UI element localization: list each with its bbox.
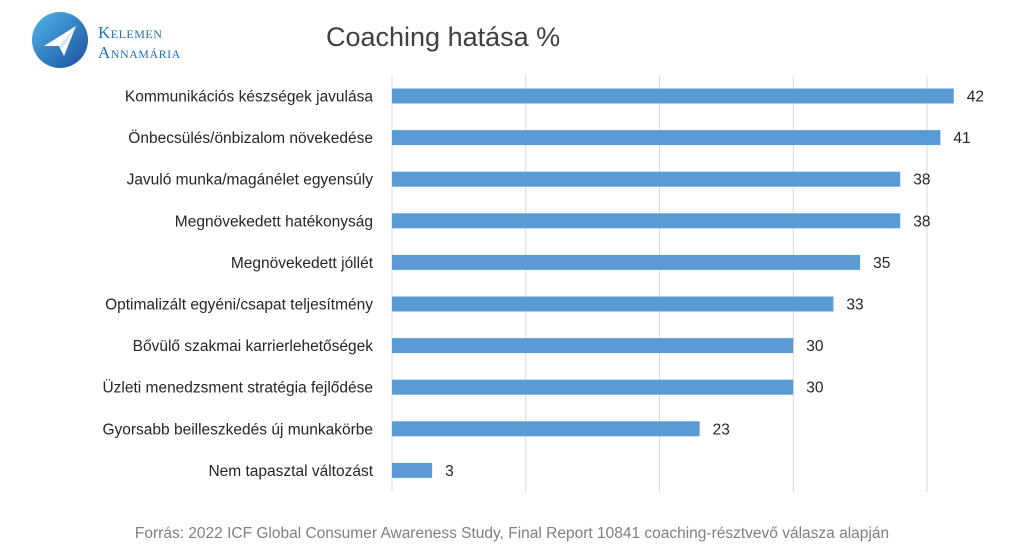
value-label: 30	[806, 338, 824, 355]
value-label: 30	[806, 380, 824, 397]
logo-line-1: Kelemen	[98, 23, 163, 42]
chart-title: Coaching hatása %	[326, 22, 561, 52]
bar	[392, 379, 794, 395]
category-label: Önbecsülés/önbizalom növekedése	[128, 129, 373, 147]
bar	[392, 130, 941, 146]
bar	[392, 421, 700, 437]
category-label: Javuló munka/magánélet egyensúly	[127, 172, 374, 189]
category-label: Optimalizált egyéni/csapat teljesítmény	[105, 297, 373, 314]
bar-chart: Kommunikációs készségek javulása Önbecsül…	[102, 75, 984, 492]
value-labels: 42 41 38 38 35 33 30 30 23 3	[445, 89, 984, 480]
bar	[392, 462, 433, 478]
category-labels: Kommunikációs készségek javulása Önbecsül…	[102, 89, 373, 480]
bar	[392, 254, 861, 270]
source-note: Forrás: 2022 ICF Global Consumer Awarene…	[134, 525, 890, 542]
paper-plane-icon	[32, 12, 88, 68]
value-label: 38	[913, 172, 930, 189]
value-label: 38	[913, 213, 930, 230]
logo-text: Kelemen Annamária	[98, 23, 181, 63]
category-label: Nem tapasztal változást	[208, 463, 373, 480]
value-label: 42	[967, 89, 984, 106]
value-label: 35	[873, 255, 890, 272]
category-label: Üzleti menedzsment stratégia fejlődése	[102, 379, 373, 397]
category-label: Bővülő szakmai karrierlehetőségek	[133, 338, 374, 355]
value-label: 41	[953, 130, 970, 147]
bar	[392, 338, 794, 354]
brand-logo: Kelemen Annamária	[30, 10, 220, 70]
category-label: Gyorsabb beilleszkedés új munkakörbe	[102, 421, 373, 438]
value-label: 3	[445, 463, 454, 480]
category-label: Megnövekedett jóllét	[231, 255, 374, 272]
value-label: 23	[713, 421, 730, 438]
value-label: 33	[846, 297, 863, 314]
bar	[392, 171, 901, 187]
bars	[392, 88, 954, 478]
logo-line-2: Annamária	[98, 43, 181, 62]
bar	[392, 88, 954, 104]
bar	[392, 213, 901, 229]
category-label: Kommunikációs készségek javulása	[125, 89, 373, 106]
bar	[392, 296, 834, 312]
category-label: Megnövekedett hatékonyság	[175, 213, 373, 230]
